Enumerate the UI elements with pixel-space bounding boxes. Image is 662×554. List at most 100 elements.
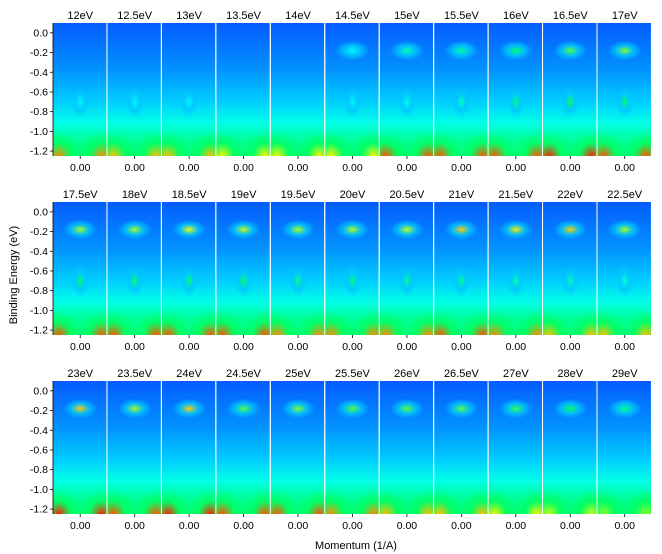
- x-tick-label: 0.00: [506, 162, 527, 174]
- top-band: [553, 220, 587, 240]
- panel-energy-label: 22.5eV: [607, 189, 643, 201]
- y-tick-label: -0.2: [30, 47, 48, 59]
- mid-band: [398, 86, 416, 118]
- top-band: [608, 399, 642, 419]
- x-tick-label: 0.00: [615, 341, 636, 353]
- panel-energy-label: 15.5eV: [444, 10, 480, 22]
- panel-energy-label: 17.5eV: [63, 189, 99, 201]
- x-tick-label: 0.00: [451, 162, 472, 174]
- panel-energy-label: 14eV: [285, 10, 311, 22]
- y-tick-label: -1.2: [30, 504, 48, 516]
- x-tick-label: 0.00: [70, 520, 91, 532]
- panel-energy-label: 16eV: [503, 10, 529, 22]
- x-tick-label: 0.00: [288, 520, 309, 532]
- top-band: [390, 41, 424, 61]
- top-band: [227, 220, 261, 240]
- y-tick-label: 0.0: [33, 206, 48, 218]
- panel-energy-label: 24.5eV: [226, 368, 262, 380]
- y-axis: 0.0-0.2-0.4-0.6-0.8-1.0-1.2: [30, 381, 53, 516]
- x-tick-label: 0.00: [397, 162, 418, 174]
- mid-band: [398, 265, 416, 297]
- y-tick-label: -0.6: [30, 265, 48, 277]
- panel-energy-label: 21eV: [449, 189, 475, 201]
- x-tick-label: 0.00: [124, 341, 145, 353]
- top-band: [444, 399, 478, 419]
- y-tick-label: -0.8: [30, 464, 48, 476]
- top-band: [444, 220, 478, 240]
- panel-energy-label: 13.5eV: [226, 10, 262, 22]
- top-band: [499, 41, 533, 61]
- panel-grid: 12eV0.0012.5eV0.0013eV0.0013.5eV0.0014eV…: [37, 10, 662, 538]
- mid-band: [289, 265, 307, 297]
- x-tick-label: 0.00: [615, 520, 636, 532]
- panel-energy-label: 19.5eV: [281, 189, 317, 201]
- y-tick-label: -1.0: [30, 484, 48, 496]
- mid-band: [71, 86, 89, 118]
- y-axis: 0.0-0.2-0.4-0.6-0.8-1.0-1.2: [30, 202, 53, 337]
- x-tick-label: 0.00: [342, 341, 363, 353]
- panel-energy-label: 14.5eV: [335, 10, 371, 22]
- top-band: [390, 220, 424, 240]
- mid-band: [126, 86, 144, 118]
- x-tick-label: 0.00: [70, 341, 91, 353]
- y-tick-label: -1.2: [30, 325, 48, 337]
- top-band: [281, 220, 315, 240]
- panel-energy-label: 19eV: [231, 189, 257, 201]
- panel-energy-label: 13eV: [176, 10, 202, 22]
- top-band: [553, 399, 587, 419]
- panel-energy-label: 29eV: [612, 368, 638, 380]
- panel-energy-label: 28eV: [557, 368, 583, 380]
- top-band: [553, 41, 587, 61]
- panel-energy-label: 16.5eV: [553, 10, 589, 22]
- y-axis-label: Binding Energy (eV): [8, 226, 20, 324]
- y-tick-label: 0.0: [33, 27, 48, 39]
- x-tick-label: 0.00: [397, 520, 418, 532]
- panel-energy-label: 25eV: [285, 368, 311, 380]
- panel-energy-label: 22eV: [557, 189, 583, 201]
- x-tick-label: 0.00: [560, 341, 581, 353]
- x-tick-label: 0.00: [560, 162, 581, 174]
- top-band: [63, 220, 97, 240]
- top-band: [63, 399, 97, 419]
- y-tick-label: -0.6: [30, 86, 48, 98]
- x-tick-label: 0.00: [451, 520, 472, 532]
- x-tick-label: 0.00: [506, 341, 527, 353]
- x-tick-label: 0.00: [179, 162, 200, 174]
- y-tick-label: -0.2: [30, 226, 48, 238]
- top-band: [172, 220, 206, 240]
- panel-energy-label: 21.5eV: [498, 189, 534, 201]
- mid-band: [561, 265, 579, 297]
- mid-band: [180, 265, 198, 297]
- mid-band: [343, 86, 361, 118]
- panel-energy-label: 26eV: [394, 368, 420, 380]
- mid-band: [507, 86, 525, 118]
- panel-energy-label: 15eV: [394, 10, 420, 22]
- top-band: [444, 41, 478, 61]
- x-tick-label: 0.00: [288, 341, 309, 353]
- x-tick-label: 0.00: [342, 162, 363, 174]
- mid-band: [126, 265, 144, 297]
- mid-band: [561, 86, 579, 118]
- x-tick-label: 0.00: [288, 162, 309, 174]
- x-tick-label: 0.00: [506, 520, 527, 532]
- x-tick-label: 0.00: [451, 341, 472, 353]
- y-tick-label: -0.2: [30, 405, 48, 417]
- mid-band: [452, 86, 470, 118]
- mid-band: [452, 265, 470, 297]
- panel-energy-label: 20.5eV: [389, 189, 425, 201]
- x-tick-label: 0.00: [233, 341, 254, 353]
- panel-energy-label: 20eV: [340, 189, 366, 201]
- panel-energy-label: 26.5eV: [444, 368, 480, 380]
- mid-band: [343, 265, 361, 297]
- top-band: [118, 399, 152, 419]
- panel-energy-label: 23.5eV: [117, 368, 153, 380]
- top-band: [172, 399, 206, 419]
- y-tick-label: -0.8: [30, 106, 48, 118]
- top-band: [227, 399, 261, 419]
- top-band: [335, 399, 369, 419]
- x-tick-label: 0.00: [124, 520, 145, 532]
- panel-energy-label: 12eV: [67, 10, 93, 22]
- top-band: [499, 399, 533, 419]
- y-tick-label: 0.0: [33, 385, 48, 397]
